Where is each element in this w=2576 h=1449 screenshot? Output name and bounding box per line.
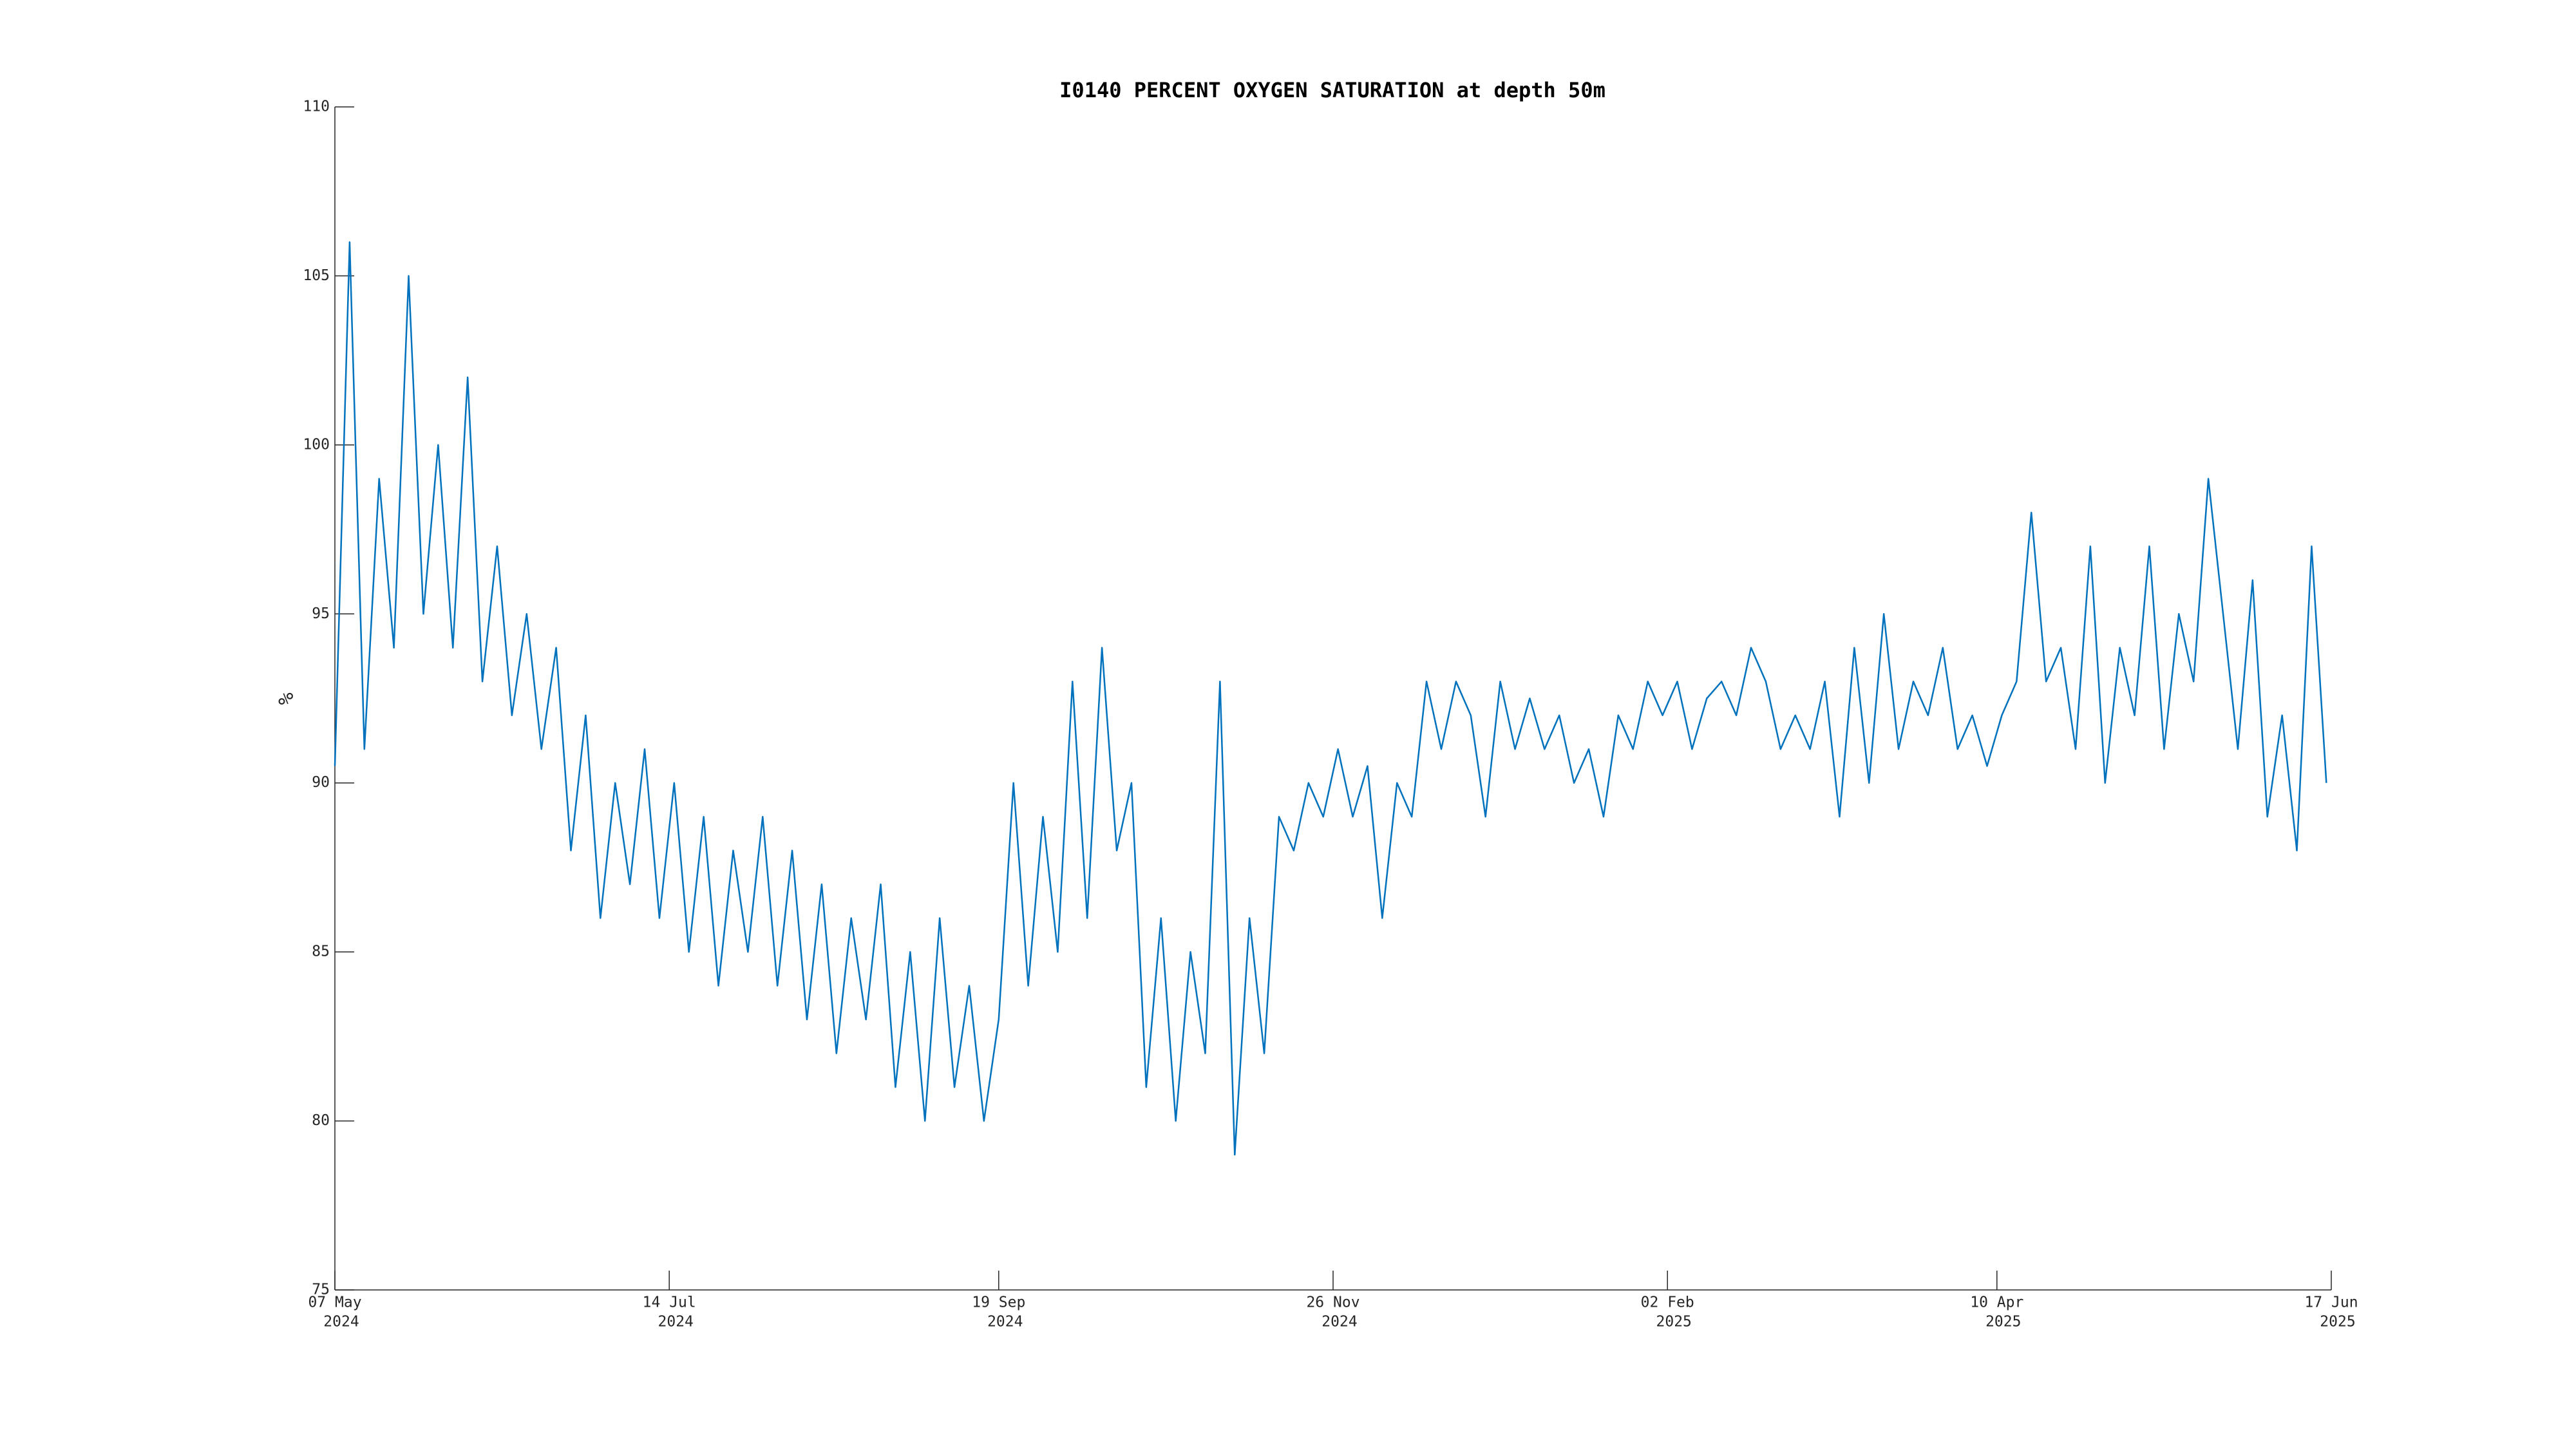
x-tick-label: 2025 xyxy=(2320,1314,2355,1331)
x-tick-label: 02 Feb xyxy=(1641,1294,1694,1311)
x-tick-label: 14 Jul xyxy=(643,1294,696,1311)
chart-title: I0140 PERCENT OXYGEN SATURATION at depth… xyxy=(1059,78,1605,102)
y-tick-label: 95 xyxy=(312,605,330,622)
x-tick-label: 2025 xyxy=(1985,1314,2021,1331)
x-tick-label: 10 Apr xyxy=(1970,1294,2023,1311)
data-line xyxy=(334,241,2327,1156)
x-tick-label: 26 Nov xyxy=(1306,1294,1359,1311)
x-tick-label: 2025 xyxy=(1656,1314,1692,1331)
y-tick-label: 85 xyxy=(312,943,330,960)
x-tick-label: 17 Jun xyxy=(2304,1294,2358,1311)
y-tick-label: 90 xyxy=(312,774,330,791)
x-tick-label: 2024 xyxy=(323,1314,359,1331)
x-tick-label: 2024 xyxy=(987,1314,1023,1331)
y-tick-label: 75 xyxy=(312,1282,330,1298)
y-tick-label: 105 xyxy=(303,267,330,284)
y-tick-label: 80 xyxy=(312,1112,330,1129)
x-tick-label: 2024 xyxy=(1321,1314,1357,1331)
y-tick-label: 110 xyxy=(303,99,330,115)
x-tick-label: 2024 xyxy=(658,1314,694,1331)
x-tick-label: 07 May xyxy=(308,1294,361,1311)
x-tick-label: 19 Sep xyxy=(972,1294,1025,1311)
y-axis-label: % xyxy=(274,692,298,705)
y-tick-label: 100 xyxy=(303,436,330,453)
